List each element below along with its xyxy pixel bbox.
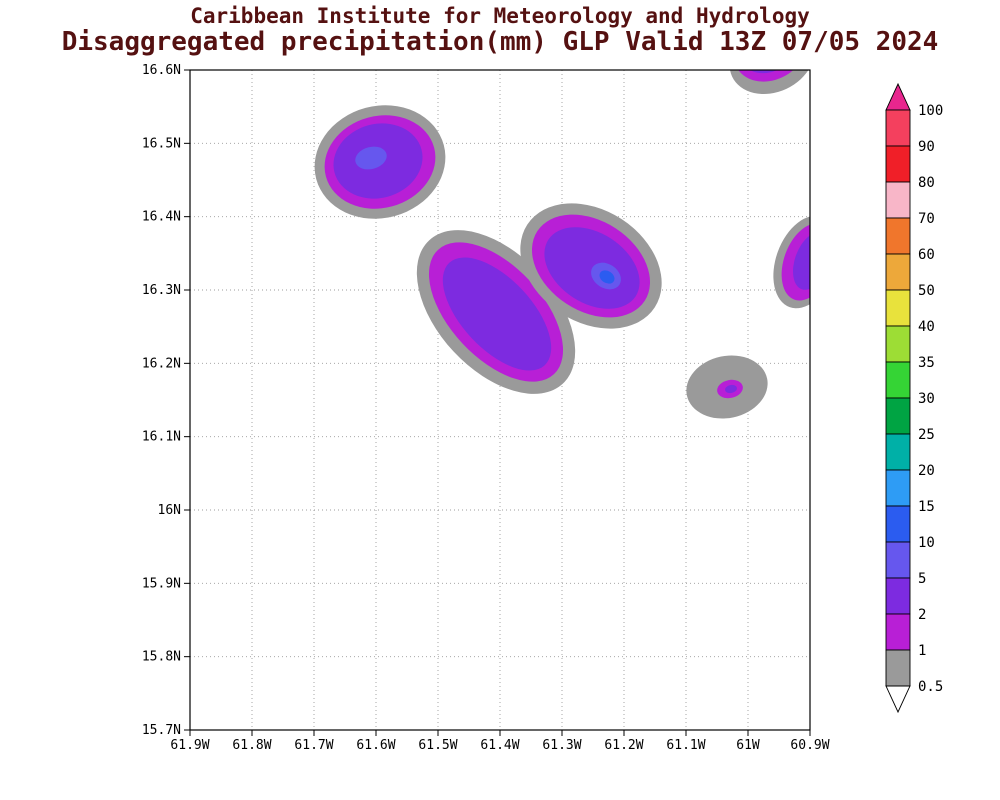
precip-contour-5mm: [355, 146, 387, 170]
legend-label: 10: [918, 535, 935, 551]
precipitation-cells-layer: [314, 70, 810, 419]
y-axis-label: 16.4N: [142, 210, 181, 225]
legend-color-band: [885, 469, 911, 507]
cell-small-southeast: [686, 355, 768, 419]
legend-label: 60: [918, 247, 935, 263]
legend-label: 25: [918, 427, 935, 443]
legend-below-min-arrow: [885, 685, 911, 714]
legend-label: 2: [918, 607, 926, 623]
x-axis-label: 61W: [736, 738, 760, 753]
legend-color-band: [885, 613, 911, 651]
x-axis-label: 61.4W: [480, 738, 519, 753]
legend-label: 1: [918, 643, 926, 659]
x-axis-label: 61.5W: [418, 738, 457, 753]
x-axis-label: 61.2W: [604, 738, 643, 753]
y-axis-label: 16.2N: [142, 356, 181, 371]
x-axis-label: 61.7W: [294, 738, 333, 753]
legend-label: 90: [918, 139, 935, 155]
precip-contour-2mm: [725, 384, 737, 394]
y-axis-label: 16.3N: [142, 283, 181, 298]
legend-label: 0.5: [918, 679, 943, 695]
legend-color-band: [885, 361, 911, 399]
legend-label: 5: [918, 571, 926, 587]
legend-color-band: [885, 325, 911, 363]
y-axis-label: 16N: [158, 503, 181, 518]
legend-label: 70: [918, 211, 935, 227]
legend-color-band: [885, 289, 911, 327]
legend-label: 30: [918, 391, 935, 407]
legend-label: 20: [918, 463, 935, 479]
legend-color-band: [885, 505, 911, 543]
legend-label: 35: [918, 355, 935, 371]
legend-label: 40: [918, 319, 935, 335]
x-axis-label: 61.6W: [356, 738, 395, 753]
legend-color-band: [885, 577, 911, 615]
x-axis-label: 60.9W: [790, 738, 829, 753]
legend-above-max-arrow: [885, 82, 911, 111]
legend-label: 80: [918, 175, 935, 191]
x-axis-label: 61.9W: [170, 738, 209, 753]
y-axis-label: 16.1N: [142, 430, 181, 445]
cell-northwest: [314, 105, 446, 219]
precip-contour-2mm: [793, 232, 810, 290]
precip-contour-10mm: [599, 270, 615, 284]
y-axis-label: 15.9N: [142, 576, 181, 591]
legend-color-band: [885, 145, 911, 183]
y-axis-label: 15.7N: [142, 723, 181, 738]
legend-color-band: [885, 181, 911, 219]
precip-contour-2mm: [544, 227, 640, 309]
cell-center-east: [520, 203, 662, 329]
x-axis-label: 61.3W: [542, 738, 581, 753]
cell-right-edge: [773, 215, 810, 309]
institute-title: Caribbean Institute for Meteorology and …: [190, 4, 810, 28]
precip-contour-2mm: [442, 257, 552, 371]
legend-label: 50: [918, 283, 935, 299]
legend-color-band: [885, 397, 911, 435]
x-axis-label: 61.1W: [666, 738, 705, 753]
legend-label: 100: [918, 103, 943, 119]
legend-color-band: [885, 253, 911, 291]
legend-color-band: [885, 649, 911, 687]
legend-color-band: [885, 541, 911, 579]
legend-label: 15: [918, 499, 935, 515]
legend-color-band: [885, 433, 911, 471]
legend-color-band: [885, 109, 911, 147]
cell-top-edge: [729, 70, 810, 94]
x-axis-label: 61.8W: [232, 738, 271, 753]
y-axis-label: 16.6N: [142, 63, 181, 78]
chart-title: Disaggregated precipitation(mm) GLP Vali…: [61, 27, 939, 57]
y-axis-label: 16.5N: [142, 136, 181, 151]
legend-color-band: [885, 217, 911, 255]
y-axis-label: 15.8N: [142, 650, 181, 665]
